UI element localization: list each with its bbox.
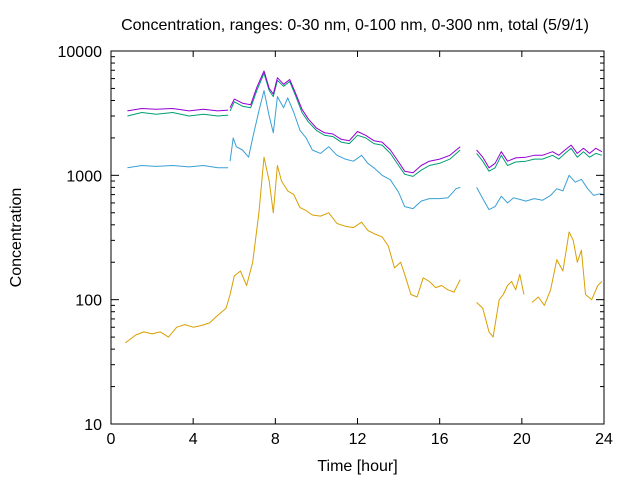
y-tick-label: 10 bbox=[84, 417, 102, 434]
chart-title: Concentration, ranges: 0-30 nm, 0-100 nm… bbox=[121, 17, 589, 34]
series-2 bbox=[127, 72, 603, 177]
series-line-segment bbox=[476, 147, 603, 172]
x-tick-label: 24 bbox=[595, 431, 613, 448]
x-tick-label: 12 bbox=[349, 431, 367, 448]
series-1 bbox=[127, 90, 605, 211]
y-tick-label: 1000 bbox=[66, 168, 102, 185]
series-line-segment bbox=[127, 108, 229, 112]
x-tick-label: 20 bbox=[513, 431, 531, 448]
y-tick-label: 10000 bbox=[58, 44, 103, 61]
series-line-segment bbox=[229, 70, 461, 174]
series-line-segment bbox=[531, 231, 603, 306]
series-line-segment bbox=[476, 273, 525, 338]
plot-area-border bbox=[110, 50, 605, 425]
series-line-segment bbox=[476, 174, 605, 211]
series-line-segment bbox=[125, 156, 461, 344]
series-line-segment bbox=[229, 90, 461, 210]
x-tick-label: 8 bbox=[271, 431, 280, 448]
series-line-segment bbox=[476, 144, 603, 169]
series-line-segment bbox=[229, 72, 461, 177]
x-tick-label: 16 bbox=[431, 431, 449, 448]
x-tick-label: 0 bbox=[107, 431, 116, 448]
series-line-segment bbox=[127, 165, 229, 169]
y-axis-label: Concentration bbox=[8, 188, 25, 288]
y-tick-label: 100 bbox=[75, 293, 102, 310]
x-tick-label: 4 bbox=[189, 431, 198, 448]
series-0 bbox=[125, 156, 603, 344]
series-line-segment bbox=[127, 112, 229, 117]
series-3 bbox=[127, 70, 603, 174]
x-axis-label: Time [hour] bbox=[317, 458, 397, 475]
